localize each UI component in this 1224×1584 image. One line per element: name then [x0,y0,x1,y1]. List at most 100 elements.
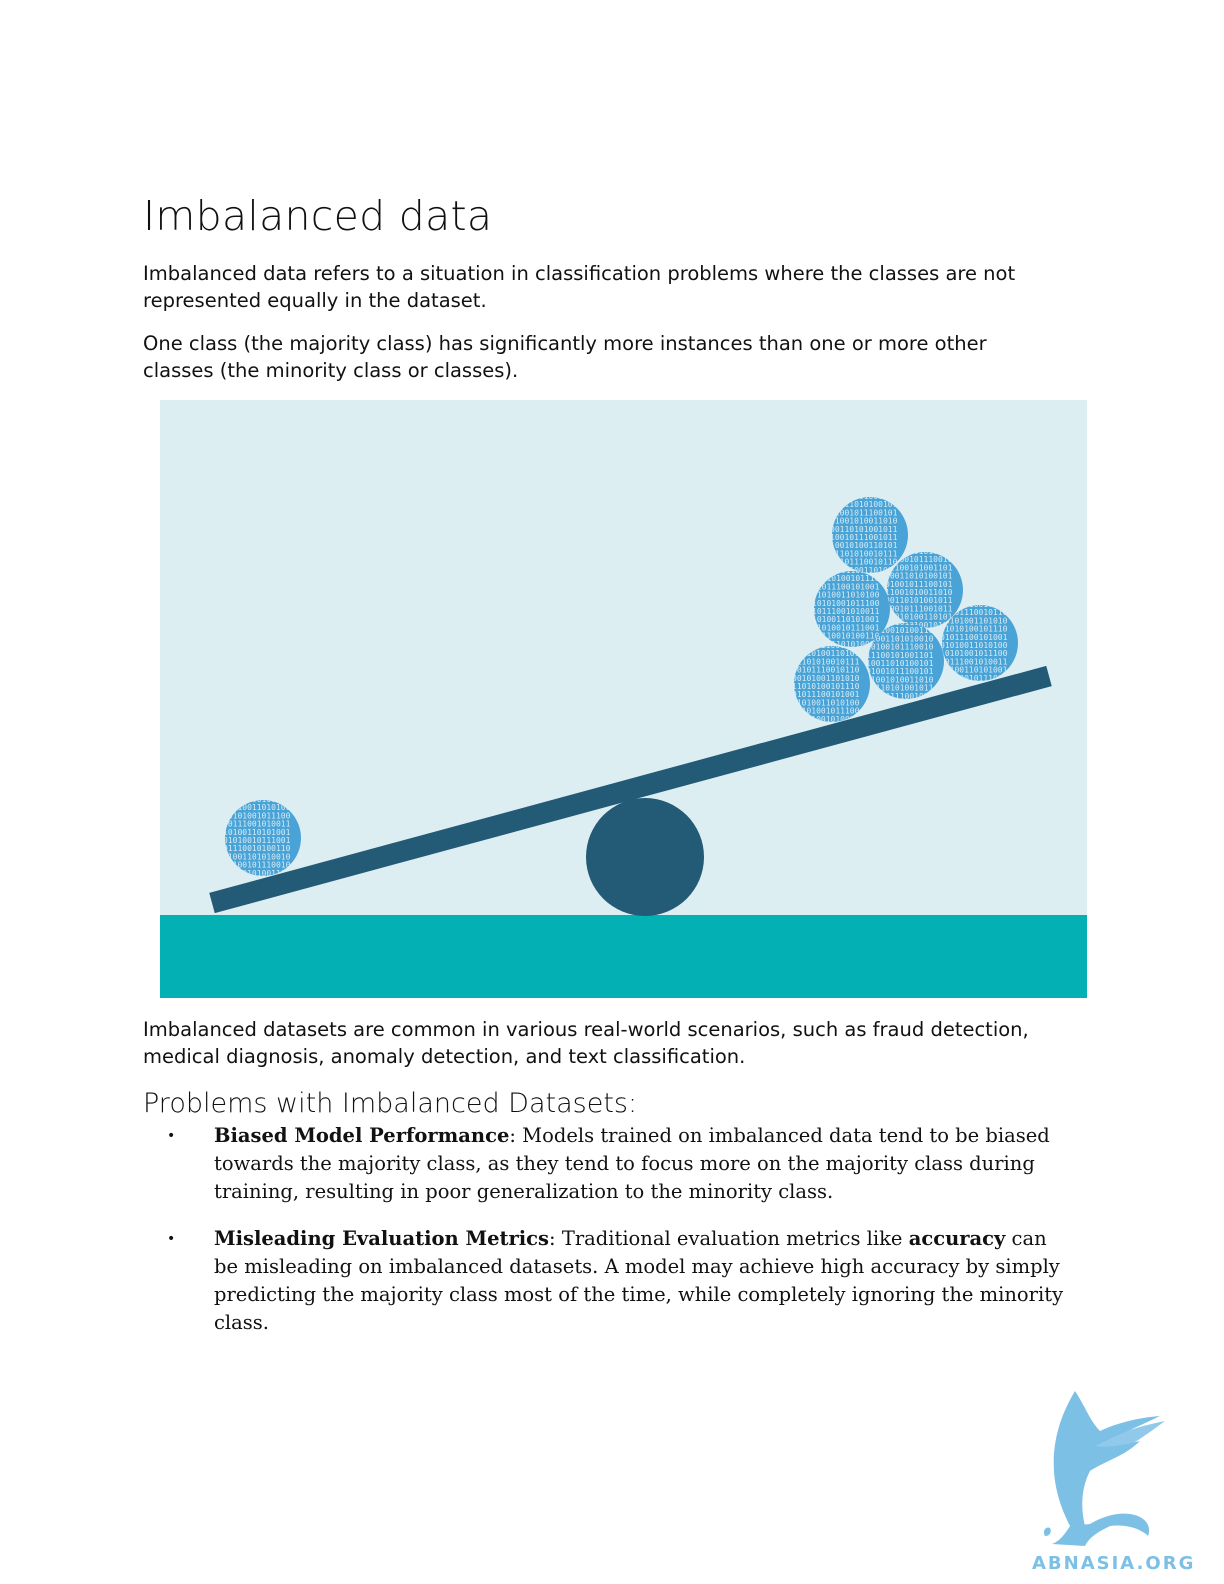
svg-text:01010010111001: 01010010111001 [223,836,291,845]
list-item: • Biased Model Performance: Models train… [160,1122,1065,1206]
svg-text:01010010111001: 01010010111001 [812,623,880,632]
abnasia-logo: ABNASIA.ORG [1030,1386,1210,1576]
seesaw-beam [209,665,1052,914]
svg-text:01011100101001: 01011100101001 [812,582,880,591]
intro-paragraph-1: Imbalanced data refers to a situation in… [143,262,1016,312]
intro-paragraph-2: One class (the majority class) has signi… [143,332,987,382]
bullet-text: can be misleading on imbalanced datasets… [214,1227,1064,1334]
svg-text:10010100110101: 10010100110101 [830,541,898,550]
bullet-icon: • [167,1128,176,1144]
bullet-term: Biased Model Performance [214,1124,510,1147]
svg-text:01010011010100: 01010011010100 [792,698,860,707]
bullet-emphasis: accuracy [908,1227,1006,1250]
bullet-term: Misleading Evaluation Metrics [214,1227,550,1250]
svg-text:10101001011100: 10101001011100 [223,811,291,820]
svg-text:01101010010111: 01101010010111 [885,621,953,630]
majority-ball: 1110010100110110011010100101010010111001… [830,492,908,575]
svg-text:10010111001011: 10010111001011 [792,641,860,650]
svg-text:11100101001101: 11100101001101 [866,651,934,660]
page-title: Imbalanced data [143,192,493,240]
svg-text:00101001101010: 00101001101010 [830,566,898,575]
svg-text:01010011010100: 01010011010100 [812,591,880,600]
svg-text:01010010111001: 01010010111001 [866,618,934,627]
svg-text:01010011010100: 01010011010100 [940,641,1008,650]
svg-text:01001101010010: 01001101010010 [866,634,934,643]
fulcrum [586,798,704,916]
svg-text:11010100101110: 11010100101110 [792,682,860,691]
svg-text:00110101001011: 00110101001011 [885,596,953,605]
svg-text:11001010011010: 11001010011010 [866,675,934,684]
svg-text:10010111001011: 10010111001011 [830,533,898,542]
svg-text:01011100101001: 01011100101001 [940,633,1008,642]
svg-text:10010100110101: 10010100110101 [885,613,953,622]
svg-text:00110101001011: 00110101001011 [866,684,934,693]
svg-text:10100101110010: 10100101110010 [866,643,934,652]
logo-text: ABNASIA.ORG [1032,1553,1195,1574]
majority-ball: 0100110101001010100101110010111001010011… [885,552,963,630]
svg-text:10100101110010: 10100101110010 [223,861,291,870]
majority-ball: 1001011100101110010100110101011010100101… [792,641,870,724]
svg-text:00101110010110: 00101110010110 [830,558,898,567]
bullet-text: : Models trained on imbalanced data tend… [214,1124,1050,1203]
griffin-icon [1043,1391,1165,1546]
svg-text:01110010100110: 01110010100110 [812,632,880,641]
svg-text:10101001011100: 10101001011100 [940,649,1008,658]
svg-text:00101110010110: 00101110010110 [792,666,860,675]
svg-text:01001101010010: 01001101010010 [812,640,880,649]
svg-text:00101001101010: 00101001101010 [792,674,860,683]
majority-ball: 0010100110101011010100101110010111001010… [812,566,890,649]
svg-text:00110101001011: 00110101001011 [830,525,898,534]
seesaw-illustration: 0101110010100101010011010100101010010111… [160,400,1087,998]
majority-class-balls: 1110010100110110011010100101010010111001… [792,492,1018,724]
svg-text:00101001101010: 00101001101010 [940,616,1008,625]
svg-text:10011010100101: 10011010100101 [885,572,953,581]
problems-list: • Biased Model Performance: Models train… [160,1122,1065,1356]
bullet-text: : Traditional evaluation metrics like [549,1227,909,1250]
svg-text:10010100110101: 10010100110101 [792,649,860,658]
scenarios-paragraph: Imbalanced datasets are common in variou… [143,1018,1029,1068]
svg-text:10010111001011: 10010111001011 [866,692,934,701]
svg-text:00101110010110: 00101110010110 [940,608,1008,617]
ground [160,915,1087,998]
svg-text:10111001010011: 10111001010011 [812,607,880,616]
svg-text:01010010111001: 01010010111001 [940,674,1008,683]
majority-ball: 0110101001011100101110010110001010011010… [940,600,1018,683]
svg-text:01011100101001: 01011100101001 [223,795,291,804]
svg-text:10100110101001: 10100110101001 [223,828,291,837]
svg-text:11010100101110: 11010100101110 [812,574,880,583]
minority-class-ball: 0101110010100101010011010100101010010111… [223,795,301,878]
svg-text:01011100101001: 01011100101001 [792,690,860,699]
majority-ball: 0101001011100101110010100110010011010100… [866,618,944,701]
svg-text:01110010100110: 01110010100110 [223,844,291,853]
svg-text:01101010010111: 01101010010111 [830,549,898,558]
svg-text:01110010100110: 01110010100110 [866,626,934,635]
svg-text:01101010010111: 01101010010111 [940,600,1008,609]
list-item: • Misleading Evaluation Metrics: Traditi… [160,1225,1065,1337]
svg-text:11010100101110: 11010100101110 [940,625,1008,634]
svg-text:01001011100101: 01001011100101 [866,667,934,676]
svg-text:10011010100101: 10011010100101 [866,659,934,668]
svg-text:01001101010010: 01001101010010 [223,852,291,861]
bullet-icon: • [167,1231,176,1247]
section-heading: Problems with Imbalanced Datasets: [143,1088,638,1119]
svg-text:11100101001101: 11100101001101 [223,869,291,878]
svg-text:01001011100101: 01001011100101 [830,508,898,517]
svg-text:11100101001101: 11100101001101 [885,563,953,572]
svg-text:01001011100101: 01001011100101 [885,580,953,589]
svg-text:11001010011010: 11001010011010 [885,588,953,597]
svg-text:10100110101001: 10100110101001 [812,615,880,624]
svg-text:10101001011100: 10101001011100 [792,707,860,716]
svg-text:10011010100101: 10011010100101 [830,500,898,509]
svg-text:10111001010011: 10111001010011 [223,820,291,829]
svg-text:10101001011100: 10101001011100 [812,599,880,608]
svg-text:10111001010011: 10111001010011 [940,657,1008,666]
svg-text:11001010011010: 11001010011010 [830,517,898,526]
svg-text:10010111001011: 10010111001011 [885,604,953,613]
svg-text:10111001010011: 10111001010011 [792,715,860,724]
svg-text:01101010010111: 01101010010111 [792,657,860,666]
svg-text:11100101001101: 11100101001101 [830,492,898,501]
svg-text:10100110101001: 10100110101001 [940,666,1008,675]
svg-text:01010011010100: 01010011010100 [223,803,291,812]
svg-text:00101001101010: 00101001101010 [812,566,880,575]
svg-text:10100101110010: 10100101110010 [885,555,953,564]
